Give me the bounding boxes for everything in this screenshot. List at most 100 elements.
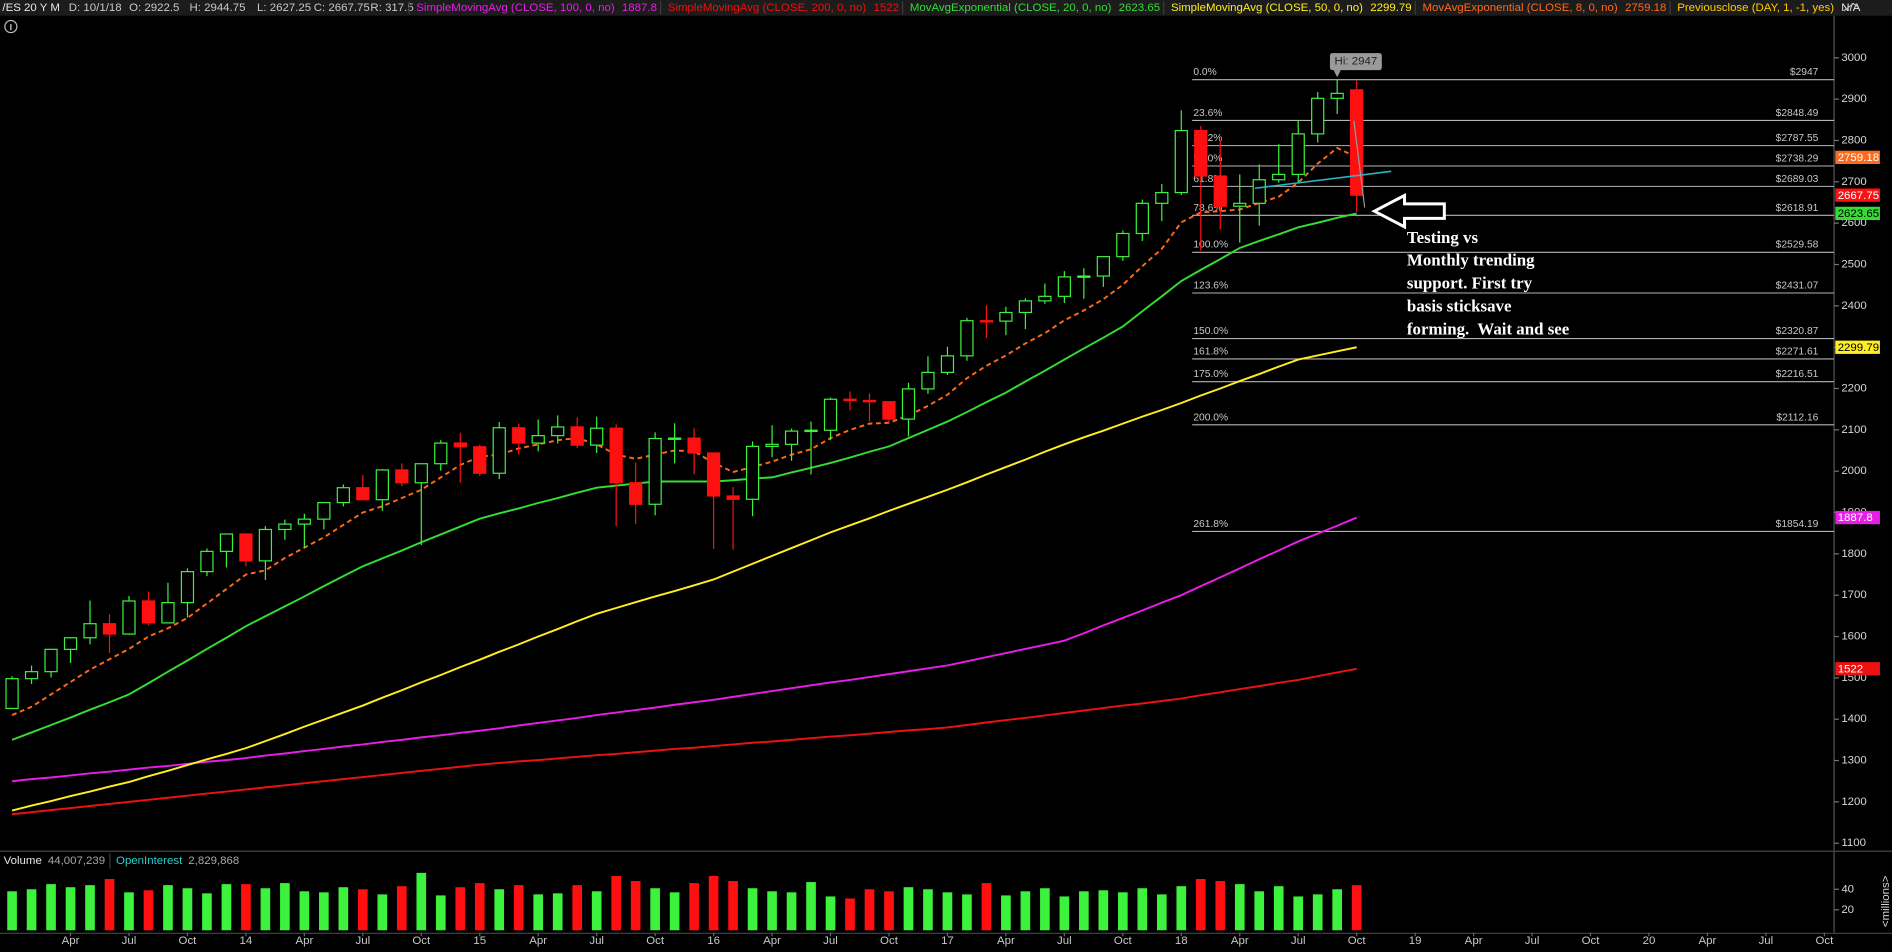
price-badge [1835, 188, 1880, 202]
x-tick-label: Apr [295, 935, 313, 947]
volume-title: Volume [4, 855, 42, 867]
bar-range: R: 317.5 [370, 2, 413, 14]
candle-body [687, 437, 701, 454]
note-line: forming. Wait and see [1407, 319, 1570, 338]
note-line: support. First try [1407, 274, 1533, 293]
moving-average [11, 667, 1357, 816]
candle-body [551, 426, 565, 437]
volume-tick-label: 40 [1841, 883, 1854, 895]
volume-bar [202, 893, 212, 931]
x-tick-label: Oct [179, 935, 198, 947]
info-icon[interactable] [4, 19, 18, 34]
y-tick-label: 3000 [1841, 52, 1866, 64]
note-line: basis sticksave [1407, 297, 1512, 316]
candle-body [1135, 202, 1149, 235]
price-badge-label: 2759.18 [1838, 152, 1879, 164]
candle-body [434, 442, 448, 465]
candle-body [979, 320, 994, 323]
x-tick-label: Jul [1291, 935, 1306, 947]
moving-average [11, 146, 1358, 716]
expand-icon[interactable] [1843, 2, 1859, 12]
candle-body [629, 482, 643, 505]
x-tick-label: 16 [707, 935, 720, 947]
volume-bar [280, 883, 290, 931]
candle-body [141, 600, 156, 624]
candle-body [83, 623, 97, 639]
note-line: Monthly trending [1407, 251, 1535, 270]
candle-body [726, 495, 740, 500]
candle-body [44, 648, 58, 673]
volume-bar [981, 883, 992, 931]
symbol[interactable]: /ES 20 Y M [2, 2, 60, 14]
candle-body [706, 452, 721, 497]
volume-bar [221, 884, 232, 931]
fib-price: $2320.87 [1776, 326, 1819, 337]
x-tick-label: Oct [880, 935, 899, 947]
candle-body [1038, 295, 1052, 302]
price-badge [1835, 662, 1880, 676]
candle-body [5, 678, 19, 710]
y-tick-label: 2900 [1841, 93, 1866, 105]
study-name: MovAvgExponential (CLOSE, 20, 0, no) [910, 2, 1112, 14]
y-tick-label: 2100 [1841, 424, 1866, 436]
volume-bar [143, 890, 154, 931]
volume-tick-label: 20 [1841, 904, 1854, 916]
x-tick-label: Apr [529, 935, 547, 947]
volume-bar [85, 885, 95, 931]
study-value: 2299.79 [1370, 2, 1411, 14]
x-tick-label: Oct [412, 935, 431, 947]
x-tick-label: Oct [646, 935, 665, 947]
study-name: MovAvgExponential (CLOSE, 8, 0, no) [1422, 2, 1617, 14]
bar-low: L: 2627.25 [257, 2, 311, 14]
candle-body [1018, 300, 1033, 314]
y-tick-label: 1300 [1841, 755, 1866, 767]
fib-ratio: 175.0% [1193, 369, 1228, 380]
candle-body [102, 623, 117, 635]
bar-open: O: 2922.5 [129, 2, 179, 14]
volume-bar [1118, 892, 1128, 931]
y-tick-label: 2500 [1841, 259, 1866, 271]
volume-bar [572, 885, 583, 931]
candle-body [161, 602, 175, 624]
candle-body [1174, 129, 1188, 194]
volume-bar [1293, 896, 1304, 931]
bar-date: D: 10/1/18 [69, 2, 122, 14]
fib-price: $2529.58 [1776, 240, 1819, 251]
volume-bar [396, 886, 407, 931]
volume-bar [767, 891, 777, 931]
price-badge-label: 1522 [1838, 663, 1863, 675]
volume-bar [163, 885, 173, 931]
volume-bar [124, 892, 134, 931]
volume-bar [1234, 884, 1245, 931]
volume-bar [591, 891, 602, 931]
candle-body [823, 398, 838, 431]
volume-bar [1137, 888, 1148, 931]
x-tick-label: 18 [1175, 935, 1188, 947]
price-badge [1835, 150, 1880, 164]
volume-bar [182, 888, 193, 931]
fib-price: $2848.49 [1776, 108, 1819, 119]
fib-ratio: 23.6% [1193, 108, 1222, 119]
volume-bar [942, 892, 953, 931]
volume-bar [1001, 895, 1011, 931]
candle-body [512, 427, 526, 444]
candle-body [200, 550, 214, 573]
candle-body [297, 518, 312, 525]
candle-body [999, 311, 1013, 322]
study-name: Previousclose (DAY, 1, -1, yes) [1677, 2, 1834, 14]
y-tick-label: 1800 [1841, 548, 1866, 560]
x-tick-label: Jul [122, 935, 137, 947]
y-tick-label: 2800 [1841, 135, 1866, 147]
fib-ratio: 150.0% [1193, 326, 1228, 337]
volume-bar [1312, 894, 1323, 931]
y-tick-label: 2600 [1841, 217, 1866, 229]
header: /ES 20 Y M D: 10/1/18 O: 2922.5 H: 2944.… [2, 1, 1861, 15]
volume-bar [338, 887, 349, 931]
candle-body [843, 398, 857, 402]
candle-body [862, 399, 877, 403]
volume-bar [669, 892, 680, 931]
candle-body [1096, 256, 1110, 277]
x-tick-label: Apr [1231, 935, 1249, 947]
